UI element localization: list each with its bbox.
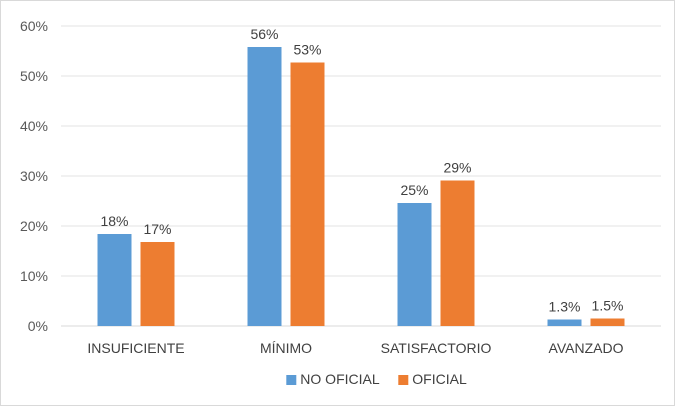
data-label: 53% xyxy=(293,42,321,58)
y-tick-label: 30% xyxy=(20,168,48,184)
bar-oficial xyxy=(290,62,325,326)
y-tick-label: 10% xyxy=(20,268,48,284)
bar-no-oficial xyxy=(247,47,282,326)
bar-oficial xyxy=(140,242,175,326)
bar-oficial xyxy=(590,318,625,326)
category-label: INSUFICIENTE xyxy=(87,340,184,356)
data-label: 1.3% xyxy=(549,299,581,315)
y-tick-label: 50% xyxy=(20,68,48,84)
data-label: 56% xyxy=(250,26,278,42)
y-tick-label: 0% xyxy=(28,318,48,334)
y-tick-label: 60% xyxy=(20,18,48,34)
bar-no-oficial xyxy=(397,203,432,326)
data-label: 18% xyxy=(100,213,128,229)
category-label: SATISFACTORIO xyxy=(381,340,492,356)
y-tick-label: 40% xyxy=(20,118,48,134)
data-label: 29% xyxy=(443,160,471,176)
bar-no-oficial xyxy=(97,234,132,326)
category-label: MÍNIMO xyxy=(260,340,312,356)
data-label: 25% xyxy=(400,182,428,198)
data-label: 17% xyxy=(143,221,171,237)
y-tick-label: 20% xyxy=(20,218,48,234)
bar-oficial xyxy=(440,180,475,326)
legend-swatch xyxy=(286,375,297,385)
legend-label: OFICIAL xyxy=(412,371,467,387)
legend-swatch xyxy=(398,375,409,385)
data-label: 1.5% xyxy=(592,298,624,314)
legend-label: NO OFICIAL xyxy=(300,371,380,387)
bar-no-oficial xyxy=(547,319,582,326)
category-label: AVANZADO xyxy=(549,340,624,356)
